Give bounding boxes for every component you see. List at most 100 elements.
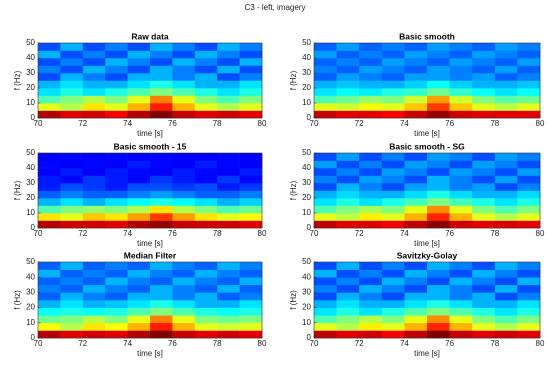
- heatmap-cell: [127, 168, 151, 176]
- heatmap-cell: [60, 103, 84, 111]
- heatmap-cell: [314, 110, 337, 119]
- heatmap-cell: [38, 153, 61, 161]
- heatmap-cell: [314, 50, 337, 59]
- heatmap-cell: [381, 110, 405, 119]
- heatmap-cell: [105, 292, 128, 301]
- heatmap-cell: [449, 103, 473, 111]
- heatmap-cell: [404, 292, 428, 301]
- heatmap-cell: [449, 153, 473, 161]
- heatmap-cell: [105, 205, 128, 214]
- x-axis-label: time [s]: [414, 239, 440, 248]
- heatmap-cell: [60, 160, 84, 169]
- heatmap-cell: [172, 213, 196, 221]
- heatmap-cell: [404, 205, 428, 214]
- heatmap-cell: [449, 213, 473, 221]
- heatmap-cell: [172, 65, 196, 74]
- heatmap-cell: [381, 160, 405, 169]
- heatmap-cell: [427, 65, 450, 74]
- heatmap-cell: [494, 284, 518, 293]
- heatmap-cell: [217, 330, 240, 339]
- heatmap-cell: [150, 168, 173, 176]
- y-tick-label: 40: [302, 163, 311, 172]
- heatmap-cell: [150, 300, 173, 308]
- heatmap-cell: [494, 168, 518, 176]
- heatmap-cell: [404, 190, 428, 199]
- heatmap-cell: [217, 300, 240, 308]
- heatmap-cell: [127, 95, 151, 104]
- heatmap-cell: [314, 213, 337, 221]
- heatmap-cell: [38, 213, 61, 221]
- heatmap-cell: [359, 262, 383, 270]
- heatmap-cell: [38, 168, 61, 176]
- heatmap-cell: [82, 292, 106, 301]
- heatmap-cell: [314, 168, 337, 176]
- heatmap-cell: [427, 205, 450, 214]
- heatmap-cell: [314, 95, 337, 104]
- heatmap-cell: [172, 183, 196, 191]
- y-axis-label: f (Hz): [289, 290, 298, 310]
- heatmap-cell: [127, 198, 151, 206]
- heatmap-cell: [217, 168, 240, 176]
- heatmap-cell: [314, 284, 337, 293]
- heatmap-cell: [336, 269, 360, 278]
- heatmap-cell: [239, 292, 263, 301]
- heatmap-cell: [494, 153, 518, 161]
- heatmap-cell: [150, 190, 173, 199]
- heatmap-cell: [150, 43, 173, 51]
- heatmap-cell: [60, 73, 84, 81]
- heatmap-cell: [105, 300, 128, 308]
- heatmap-cell: [359, 168, 383, 176]
- heatmap-cell: [381, 168, 405, 176]
- heatmap-cell: [127, 315, 151, 324]
- heatmap-cell: [404, 103, 428, 111]
- heatmap-cell: [359, 213, 383, 221]
- heatmap-cell: [150, 73, 173, 81]
- x-axis-label: time [s]: [137, 129, 163, 138]
- heatmap-cell: [60, 175, 84, 184]
- panel-title: Savitzky-Golay: [397, 250, 458, 260]
- x-tick-label: 76: [445, 339, 454, 348]
- heatmap-cell: [404, 315, 428, 324]
- x-tick-label: 78: [213, 119, 222, 128]
- heatmap-cell: [60, 262, 84, 270]
- heatmap-cell: [314, 220, 337, 229]
- heatmap-cell: [150, 307, 173, 316]
- heatmap-cell: [60, 315, 84, 324]
- heatmap-cell: [336, 213, 360, 221]
- heatmap-cell: [82, 168, 106, 176]
- heatmap-cell: [239, 205, 263, 214]
- x-tick-label: 80: [536, 339, 545, 348]
- heatmap-cell: [449, 110, 473, 119]
- heatmap-cell: [381, 88, 405, 96]
- heatmap-cell: [60, 307, 84, 316]
- y-tick-label: 50: [302, 38, 311, 47]
- heatmap-cell: [472, 65, 496, 74]
- heatmap-cell: [38, 175, 61, 184]
- heatmap-cell: [127, 160, 151, 169]
- heatmap-cell: [359, 190, 383, 199]
- y-tick-label: 10: [26, 208, 35, 217]
- panel-title: Median Filter: [124, 250, 177, 260]
- x-axis-label: time [s]: [137, 349, 163, 358]
- y-tick-label: 20: [302, 303, 311, 312]
- heatmap-cell: [427, 220, 450, 229]
- heatmap-cell: [449, 269, 473, 278]
- heatmap-cell: [359, 220, 383, 229]
- y-tick-label: 10: [26, 318, 35, 327]
- heatmap-cell: [105, 95, 128, 104]
- heatmap-cell: [427, 292, 450, 301]
- heatmap-cell: [449, 58, 473, 66]
- heatmap-cell: [427, 213, 450, 221]
- heatmap-cell: [494, 65, 518, 74]
- heatmap-cell: [427, 103, 450, 111]
- heatmap-cell: [336, 50, 360, 59]
- heatmap-cell: [38, 65, 61, 74]
- heatmap-cell: [217, 277, 240, 286]
- heatmap-cell: [150, 160, 173, 169]
- heatmap-cell: [194, 307, 218, 316]
- heatmap-cell: [381, 183, 405, 191]
- heatmap-cell: [60, 284, 84, 293]
- heatmap-cell: [427, 73, 450, 81]
- heatmap-cell: [105, 110, 128, 119]
- heatmap-cell: [172, 292, 196, 301]
